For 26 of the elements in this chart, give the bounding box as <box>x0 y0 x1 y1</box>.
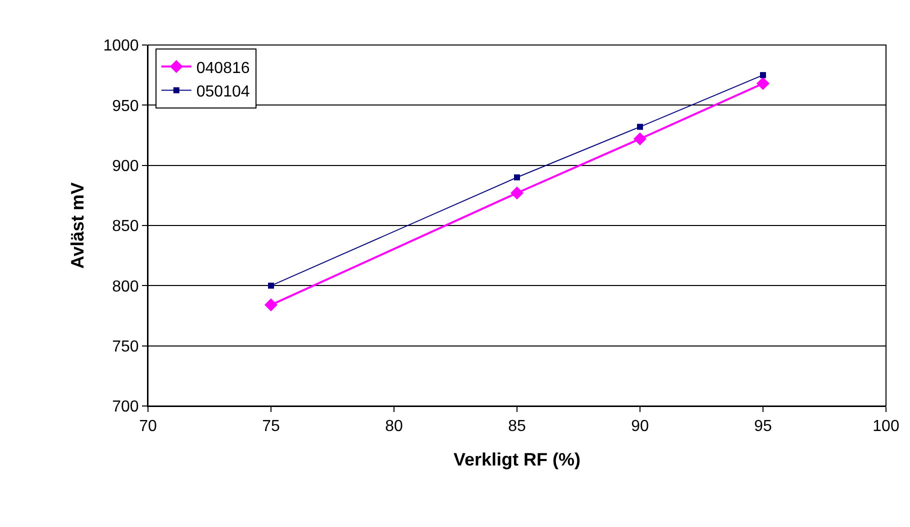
x-tick-label: 80 <box>385 418 403 436</box>
point <box>264 298 278 312</box>
y-tick-label: 900 <box>112 158 139 175</box>
x-tick-label: 70 <box>139 418 157 436</box>
x-axis-title: Verkligt RF (%) <box>453 449 581 470</box>
y-tick-label: 800 <box>112 278 139 296</box>
y-tick-label: 750 <box>112 338 139 356</box>
y-tick-label: 950 <box>112 98 139 115</box>
x-tick-label: 95 <box>754 418 772 436</box>
point <box>637 124 643 130</box>
point <box>756 77 770 90</box>
x-tick-label: 75 <box>262 418 280 436</box>
point <box>760 72 766 78</box>
point <box>268 282 274 289</box>
y-tick-label: 700 <box>112 398 139 416</box>
y-tick-label: 1000 <box>103 38 139 55</box>
x-tick-label: 90 <box>631 418 649 436</box>
point <box>510 186 524 200</box>
x-tick-label: 100 <box>872 418 900 436</box>
legend-label: 040816 <box>196 60 250 77</box>
y-axis-title: Avläst mV <box>67 182 88 269</box>
legend-label: 050104 <box>196 84 250 101</box>
x-tick-label: 85 <box>508 418 526 436</box>
point <box>634 132 646 146</box>
point <box>514 174 520 180</box>
y-tick-label: 850 <box>112 218 139 236</box>
